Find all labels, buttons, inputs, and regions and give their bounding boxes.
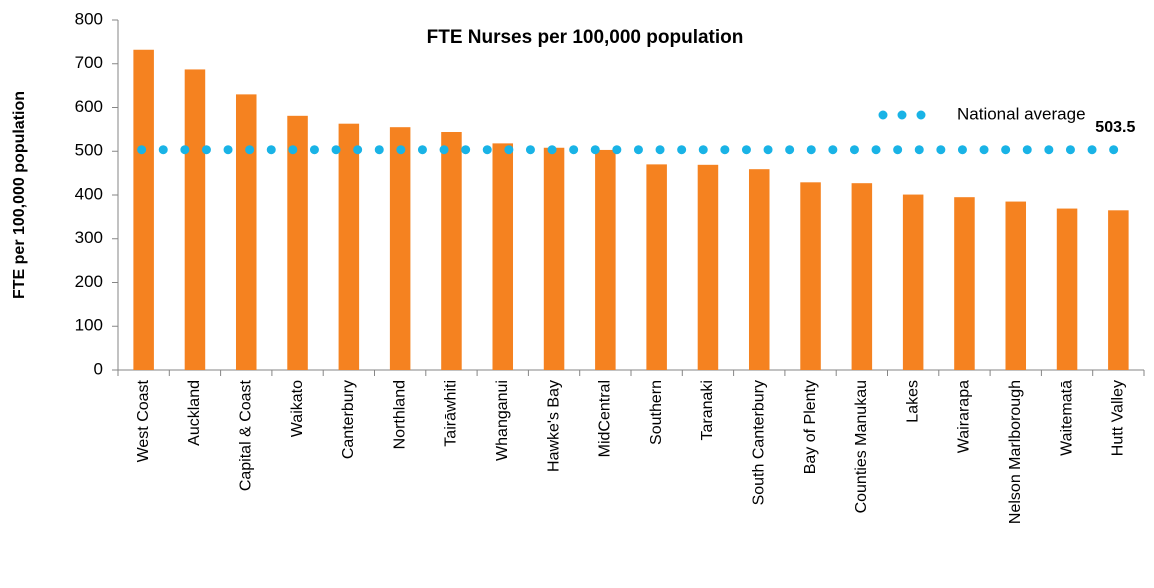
x-tick-label: Hutt Valley — [1110, 380, 1127, 456]
bar — [184, 69, 206, 370]
bar — [800, 182, 821, 370]
bar — [1005, 201, 1027, 370]
data-label: 503.5 — [1095, 119, 1135, 136]
y-tick-label: 800 — [75, 9, 103, 28]
bar — [133, 49, 154, 370]
bar — [389, 127, 411, 370]
bar — [492, 143, 514, 370]
chart-title: FTE Nurses per 100,000 population — [427, 27, 744, 48]
bar — [338, 123, 360, 370]
x-tick-label: Capital & Coast — [237, 379, 254, 491]
y-tick-label: 200 — [75, 272, 103, 291]
y-tick-label: 600 — [75, 97, 103, 116]
x-tick-label: Canterbury — [340, 380, 357, 459]
x-tick-label: Northland — [391, 380, 408, 449]
bar — [902, 194, 924, 370]
x-tick-label: Bay of Plenty — [802, 380, 819, 474]
x-tick-label: Auckland — [186, 380, 203, 446]
y-tick-label: 700 — [75, 53, 103, 72]
y-axis-label: FTE per 100,000 population — [11, 91, 28, 299]
x-tick-label: MidCentral — [597, 380, 614, 457]
x-tick-label: Counties Manukau — [853, 380, 870, 513]
bar — [697, 164, 719, 370]
x-tick-label: West Coast — [135, 379, 152, 462]
x-tick-label: Waikato — [289, 380, 306, 437]
x-tick-label: Wairarapa — [956, 380, 973, 453]
x-tick-label: Nelson Marlborough — [1007, 380, 1024, 524]
x-tick-label: Whanganui — [494, 380, 511, 461]
bar — [1056, 208, 1078, 370]
y-tick-label: 100 — [75, 316, 103, 335]
bar — [851, 183, 873, 370]
y-tick-label: 300 — [75, 228, 103, 247]
x-tick-label: Hawke's Bay — [545, 380, 562, 472]
legend-label: National average — [957, 104, 1086, 123]
x-tick-label: South Canterbury — [750, 380, 767, 505]
bar — [748, 169, 770, 370]
bar — [441, 132, 462, 370]
x-tick-label: Southern — [648, 380, 665, 445]
bar — [235, 94, 257, 370]
y-tick-label: 0 — [94, 359, 103, 378]
bar — [954, 197, 975, 370]
x-tick-label: Lakes — [904, 380, 921, 423]
bar — [595, 149, 616, 370]
y-tick-label: 500 — [75, 141, 103, 160]
bar — [1108, 210, 1129, 370]
x-tick-label: Waitematā — [1058, 380, 1075, 456]
bar — [543, 147, 565, 370]
x-tick-label: Taranaki — [699, 380, 716, 440]
bar — [287, 115, 308, 370]
x-tick-label: Tairāwhiti — [443, 380, 460, 447]
y-tick-label: 400 — [75, 184, 103, 203]
bar — [646, 164, 667, 370]
